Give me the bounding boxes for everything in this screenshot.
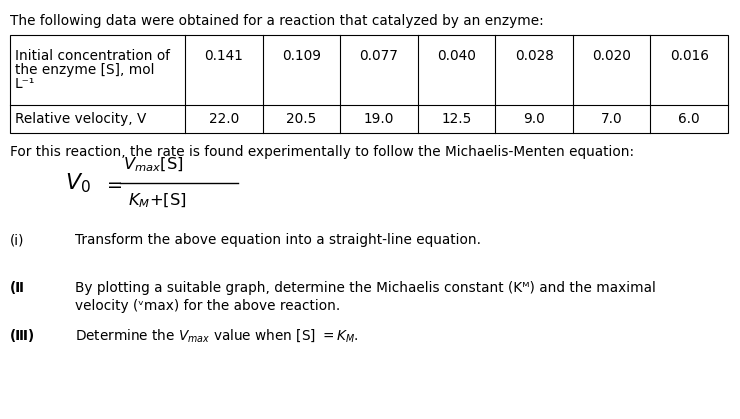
Text: (i): (i) xyxy=(10,233,24,247)
Text: For this reaction, the rate is found experimentally to follow the Michaelis-Ment: For this reaction, the rate is found exp… xyxy=(10,145,634,159)
Text: 12.5: 12.5 xyxy=(441,112,471,126)
Text: The following data were obtained for a reaction that catalyzed by an enzyme:: The following data were obtained for a r… xyxy=(10,14,544,28)
Text: 0.016: 0.016 xyxy=(670,49,709,62)
Text: Initial concentration of: Initial concentration of xyxy=(15,49,170,62)
Text: 0.028: 0.028 xyxy=(514,49,554,62)
Text: L⁻¹: L⁻¹ xyxy=(15,78,36,91)
Text: 6.0: 6.0 xyxy=(679,112,700,126)
Text: 0.141: 0.141 xyxy=(204,49,243,62)
Text: Determine the $\mathit{V}_{max}$ value when [S] $= \mathit{K}_M$.: Determine the $\mathit{V}_{max}$ value w… xyxy=(75,328,359,344)
Text: (Ⅲ): (Ⅲ) xyxy=(10,329,35,343)
Text: 0.020: 0.020 xyxy=(592,49,631,62)
Text: (Ⅱ: (Ⅱ xyxy=(10,281,25,295)
Text: 0.040: 0.040 xyxy=(437,49,476,62)
Text: By plotting a suitable graph, determine the Michaelis constant (Κᴹ) and the maxi: By plotting a suitable graph, determine … xyxy=(75,281,656,295)
Text: velocity (ᵛmax) for the above reaction.: velocity (ᵛmax) for the above reaction. xyxy=(75,299,340,313)
Text: 0.109: 0.109 xyxy=(282,49,321,62)
Text: 9.0: 9.0 xyxy=(523,112,545,126)
Text: $\mathit{V}_{max}$[S]: $\mathit{V}_{max}$[S] xyxy=(123,156,184,174)
Bar xyxy=(10,35,728,133)
Text: $\mathit{K}_M$+[S]: $\mathit{K}_M$+[S] xyxy=(128,192,186,210)
Text: $=$: $=$ xyxy=(103,173,123,192)
Text: Relative velocity, V: Relative velocity, V xyxy=(15,112,147,126)
Text: 19.0: 19.0 xyxy=(364,112,394,126)
Text: Transform the above equation into a straight-line equation.: Transform the above equation into a stra… xyxy=(75,233,481,247)
Text: $\mathit{V}_0$: $\mathit{V}_0$ xyxy=(65,171,91,195)
Text: 7.0: 7.0 xyxy=(601,112,622,126)
Text: 0.077: 0.077 xyxy=(360,49,398,62)
Text: 20.5: 20.5 xyxy=(286,112,317,126)
Text: 22.0: 22.0 xyxy=(209,112,239,126)
Text: the enzyme [S], mol: the enzyme [S], mol xyxy=(15,63,155,77)
